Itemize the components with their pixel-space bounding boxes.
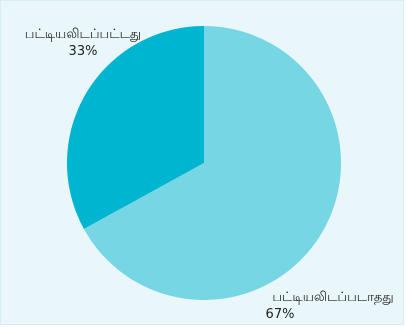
pie-slice-1	[83, 26, 341, 300]
pie-slice-0	[66, 26, 205, 230]
slice-value-listed: 33%	[69, 44, 98, 59]
slice-label-listed: பட்டியலிடப்பட்டது	[25, 27, 141, 42]
pie-slices	[66, 26, 341, 300]
slice-value-unlisted: 67%	[266, 307, 295, 322]
slice-label-unlisted: பட்டியலிடப்படாதது	[272, 290, 393, 305]
